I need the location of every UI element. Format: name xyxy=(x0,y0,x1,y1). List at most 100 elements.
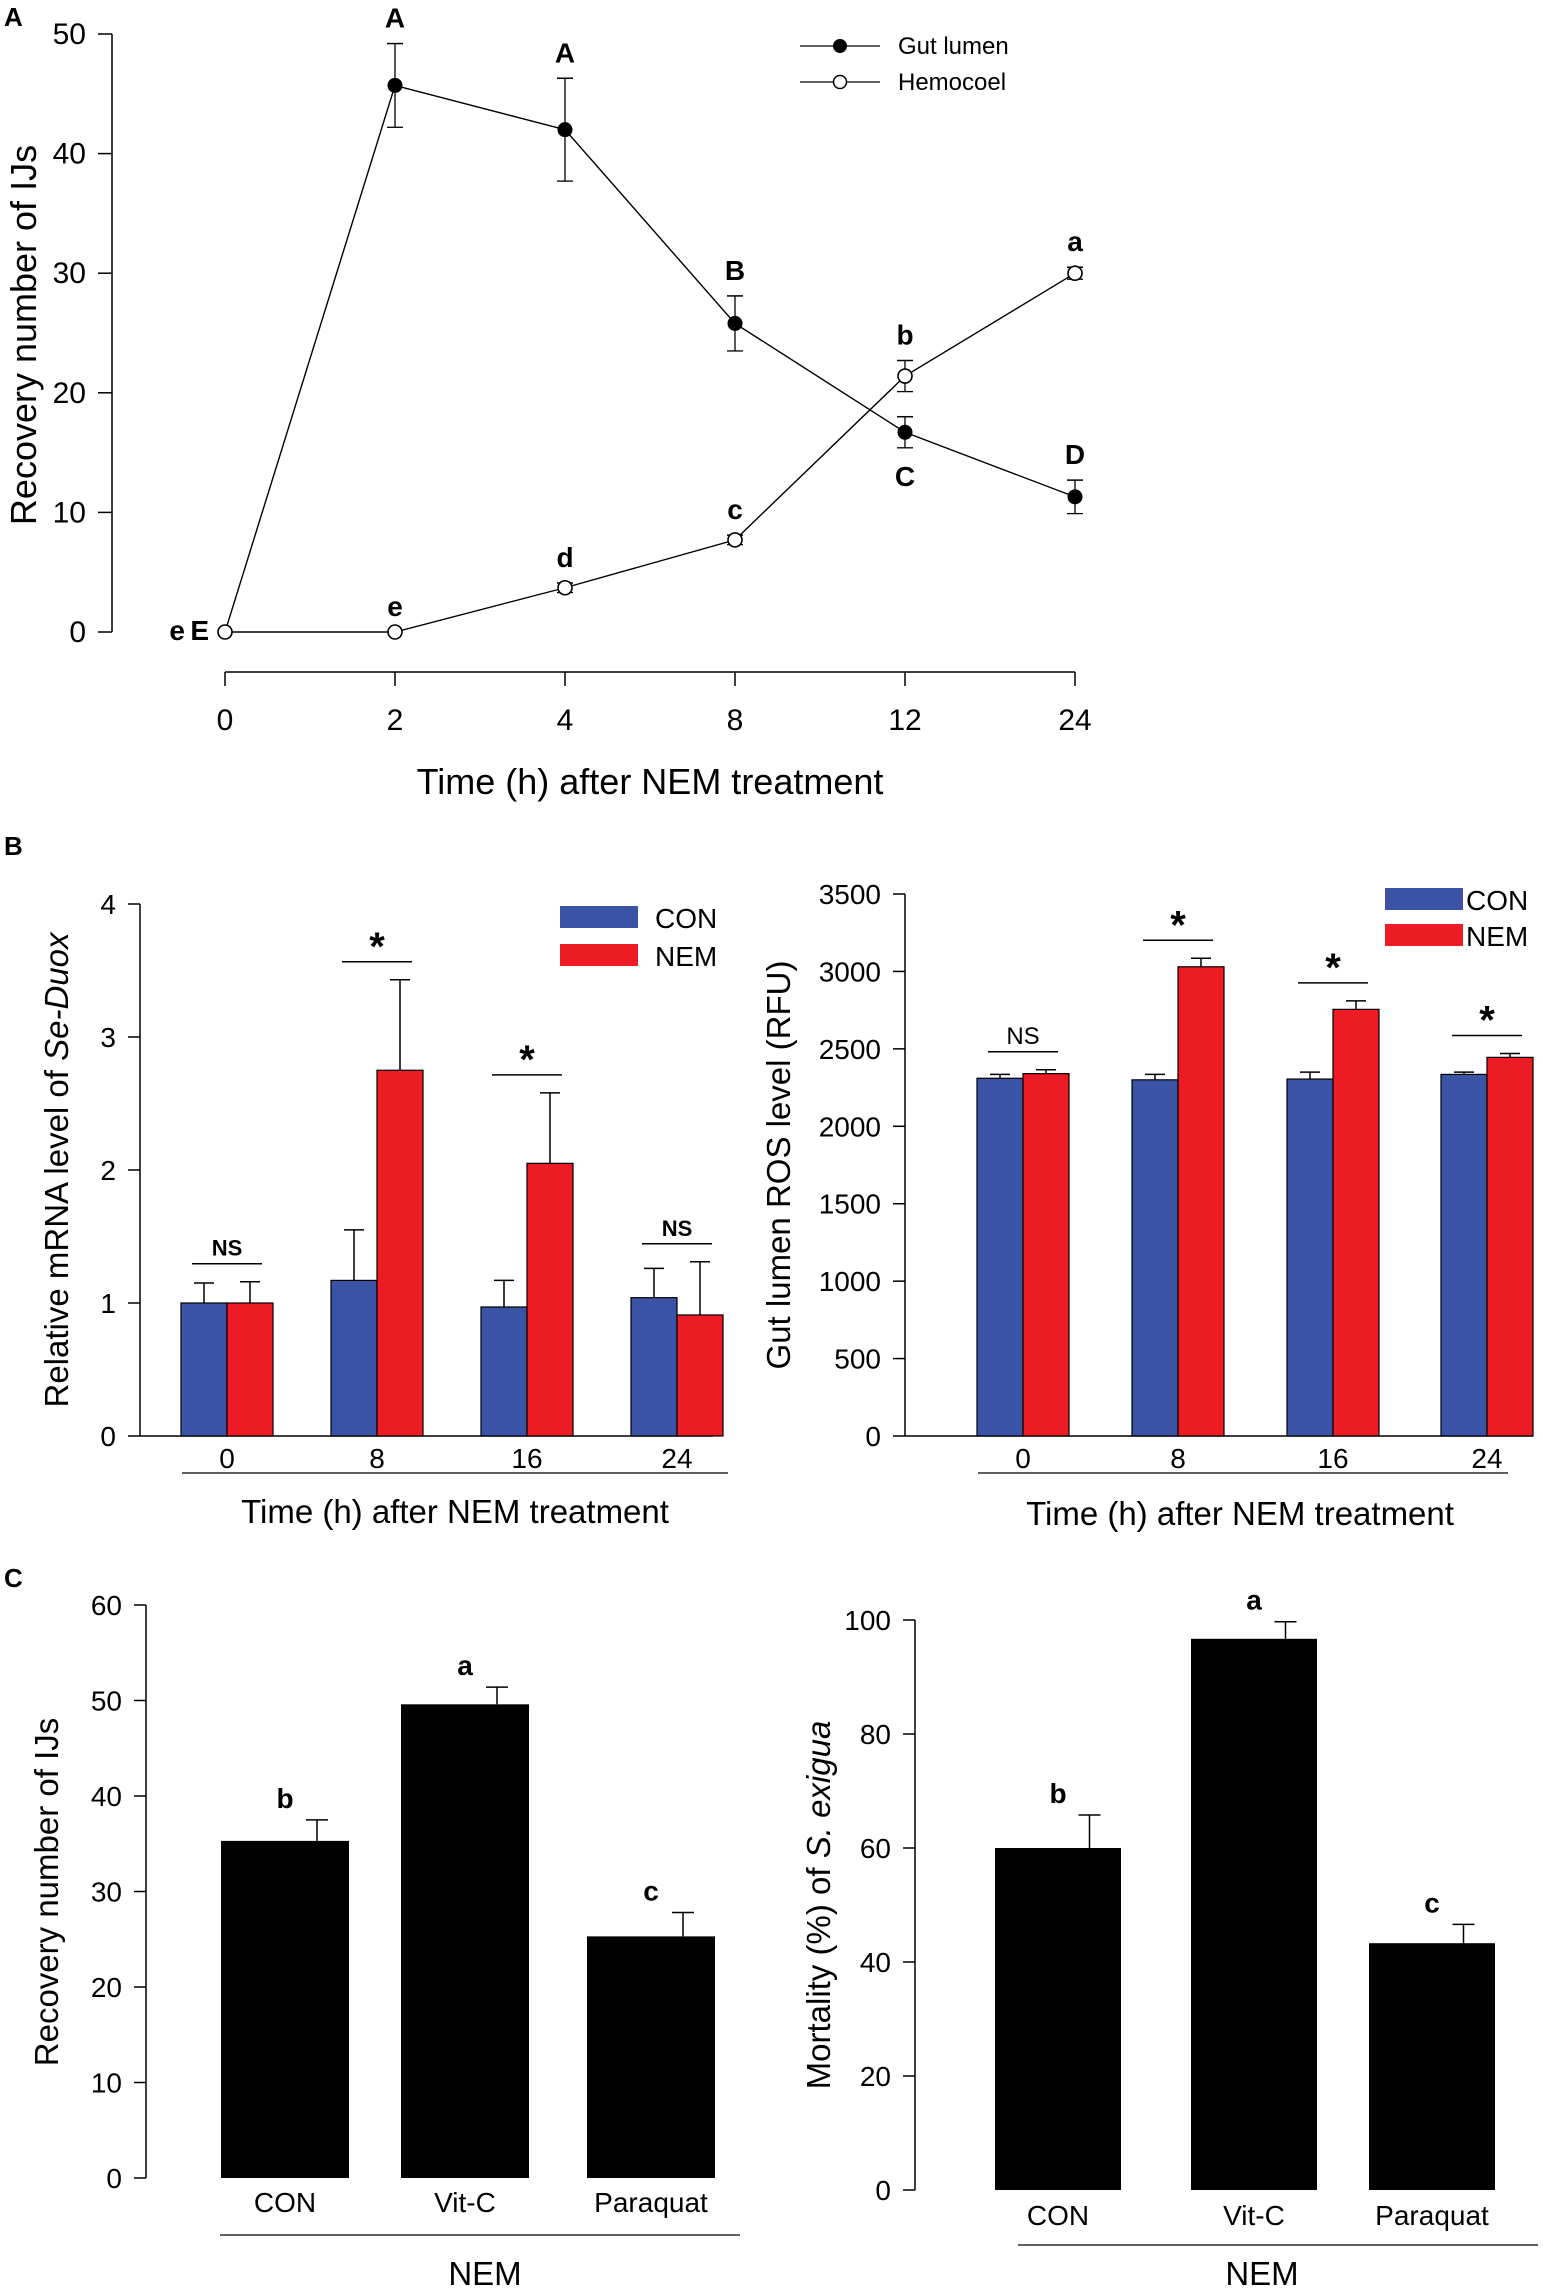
significance-letter: a xyxy=(457,1650,473,1681)
y-tick-label: 500 xyxy=(834,1344,881,1375)
x-category-label: Paraquat xyxy=(1375,2200,1489,2231)
a-point-gut-lumen xyxy=(387,77,403,93)
y-tick-label: 1000 xyxy=(819,1266,881,1297)
y-tick-label: 3500 xyxy=(819,879,881,910)
bar-nem xyxy=(1177,966,1225,1437)
x-category-label: Vit-C xyxy=(434,2187,496,2218)
y-tick-label: 10 xyxy=(91,2068,122,2099)
x-category-label: Vit-C xyxy=(1223,2200,1285,2231)
b1-y-ticks: 0 1 2 3 4 xyxy=(100,889,140,1452)
x-tick-label: 24 xyxy=(1471,1443,1502,1474)
y-tick-label: 40 xyxy=(91,1781,122,1812)
a-significance-letter: e xyxy=(169,615,185,646)
bar-nem xyxy=(1022,1073,1070,1437)
a-significance-letter: d xyxy=(556,542,573,573)
x-tick-label: 4 xyxy=(557,704,574,737)
a-significance-letter: a xyxy=(1067,226,1083,257)
b1-legend-swatch-nem xyxy=(560,944,638,966)
significance-star: * xyxy=(1479,999,1495,1043)
c2-group-label: NEM xyxy=(1225,2255,1298,2288)
a-significance-letter: D xyxy=(1065,439,1085,470)
bar-con xyxy=(995,1848,1121,2190)
b2-legend: CON NEM xyxy=(1385,885,1528,952)
bar-nem xyxy=(1332,1008,1380,1437)
a-point-gut-lumen xyxy=(1067,489,1083,505)
significance-star: * xyxy=(1325,946,1341,990)
bar-con xyxy=(630,1297,678,1437)
chart-c-recovery: C 0 10 20 30 40 50 60 b CON a Vit-C c Paraquat Reco… xyxy=(4,1563,740,2288)
c1-group-label: NEM xyxy=(448,2255,521,2288)
y-tick-label: 30 xyxy=(91,1877,122,1908)
c2-y-label-species: S. exigua xyxy=(800,1721,837,1859)
a-point-gut-lumen xyxy=(727,315,743,331)
a-legend-marker-gut xyxy=(833,39,847,53)
y-tick-label: 0 xyxy=(69,616,86,649)
b1-y-label-gene: Se-Duox xyxy=(38,931,75,1061)
c2-bars: b CON a Vit-C c Paraquat xyxy=(995,1585,1495,2231)
a-series-line-gut-lumen xyxy=(224,84,1076,633)
x-tick-label: 0 xyxy=(219,1443,235,1474)
y-tick-label: 60 xyxy=(91,1590,122,1621)
x-category-label: Paraquat xyxy=(594,2187,708,2218)
x-tick-label: 24 xyxy=(661,1443,692,1474)
b1-y-label-main: Relative mRNA level of xyxy=(38,1061,75,1408)
bar-paraquat xyxy=(1369,1943,1495,2190)
c1-y-label: Recovery number of IJs xyxy=(28,1718,65,2066)
panel-label-b: B xyxy=(4,831,23,861)
chart-b-mrna: B 0 1 2 3 4 0 NS 8 * 16 * 24 NS Relative mRNA level… xyxy=(4,831,728,1530)
b1-legend-swatch-con xyxy=(560,906,638,928)
a-point-gut-lumen xyxy=(557,122,573,138)
a-point-hemocoel xyxy=(897,368,913,384)
a-significance-letter: B xyxy=(725,255,745,286)
a-legend-hemocoel: Hemocoel xyxy=(898,69,1006,96)
a-x-label: Time (h) after NEM treatment xyxy=(417,761,884,802)
b2-y-ticks: 0 500 1000 1500 2000 2500 3000 3500 xyxy=(819,879,905,1452)
y-tick-label: 0 xyxy=(100,1421,116,1452)
c1-y-ticks: 0 10 20 30 40 50 60 xyxy=(91,1590,146,2194)
b1-legend-nem: NEM xyxy=(655,941,717,972)
x-category-label: CON xyxy=(254,2187,316,2218)
bar-con xyxy=(180,1302,228,1437)
b2-y-label: Gut lumen ROS level (RFU) xyxy=(760,961,797,1370)
b1-x-label: Time (h) after NEM treatment xyxy=(241,1493,669,1530)
bar-con xyxy=(976,1077,1024,1437)
c2-y-label: Mortality (%) of S. exigua xyxy=(800,1721,837,2090)
b2-legend-con: CON xyxy=(1466,885,1528,916)
y-tick-label: 3 xyxy=(100,1022,116,1053)
y-tick-label: 30 xyxy=(53,257,86,290)
a-significance-letter: e xyxy=(387,591,403,622)
x-tick-label: 8 xyxy=(727,704,744,737)
bar-con xyxy=(330,1279,378,1437)
y-tick-label: 1500 xyxy=(819,1189,881,1220)
significance-letter: a xyxy=(1246,1585,1262,1616)
a-point-hemocoel xyxy=(387,624,403,640)
bar-con xyxy=(1131,1079,1179,1437)
b2-x-label: Time (h) after NEM treatment xyxy=(1026,1495,1454,1532)
significance-star: * xyxy=(1170,903,1186,947)
y-tick-label: 40 xyxy=(53,138,86,171)
b2-legend-swatch-con xyxy=(1385,888,1463,910)
a-series-line-hemocoel xyxy=(225,272,1076,633)
a-x-ticks: 0 2 4 8 12 24 xyxy=(217,672,1092,737)
x-tick-label: 0 xyxy=(217,704,234,737)
bar-vit-c xyxy=(1191,1638,1317,2190)
significance-letter: b xyxy=(276,1783,293,1814)
y-tick-label: 60 xyxy=(860,1833,891,1864)
b2-bars: 0 NS 8 * 16 * 24 * xyxy=(976,903,1534,1474)
bar-con xyxy=(1286,1078,1334,1437)
a-point-hemocoel xyxy=(1067,265,1083,282)
significance-letter: c xyxy=(643,1876,659,1907)
y-tick-label: 1 xyxy=(100,1288,116,1319)
y-tick-label: 80 xyxy=(860,1719,891,1750)
y-tick-label: 100 xyxy=(844,1605,891,1636)
x-tick-label: 24 xyxy=(1058,704,1091,737)
y-tick-label: 20 xyxy=(91,1972,122,2003)
y-tick-label: 0 xyxy=(865,1421,881,1452)
a-significance-letter: A xyxy=(385,3,405,34)
chart-b-ros: 0 500 1000 1500 2000 2500 3000 3500 0 NS 8 * 16 * 24 *… xyxy=(760,879,1534,1532)
bar-con xyxy=(480,1306,528,1437)
y-tick-label: 20 xyxy=(53,377,86,410)
y-tick-label: 50 xyxy=(53,18,86,51)
